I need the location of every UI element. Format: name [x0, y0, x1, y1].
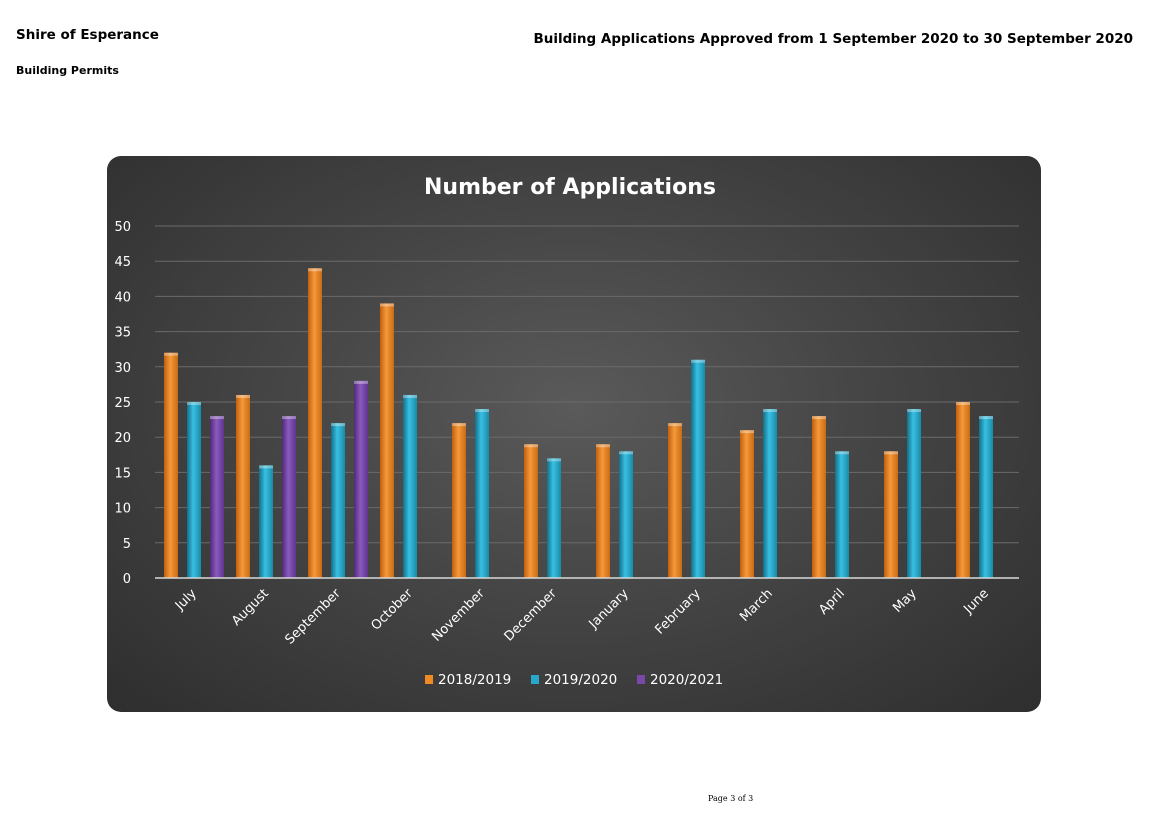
page-number: Page 3 of 3: [708, 794, 754, 803]
bar-2018-2019-february: [668, 423, 682, 578]
chart-panel: Number of Applications 0 5 10 15 20 25 30 35 40 4…: [107, 156, 1041, 712]
x-tick-label: July: [172, 586, 200, 614]
chart-title: Number of Applications: [424, 175, 716, 200]
legend-swatch: [531, 675, 539, 684]
bar-highlight: [979, 416, 993, 420]
x-tick-label: May: [890, 586, 920, 616]
bar-2018-2019-april: [812, 416, 826, 578]
bar-2019-2020-march: [763, 409, 777, 578]
bar-2018-2019-november: [452, 423, 466, 578]
section-name: Building Permits: [16, 64, 119, 77]
bar-2019-2020-january: [619, 451, 633, 578]
bar-highlight: [282, 416, 296, 420]
bar-highlight: [236, 394, 250, 398]
bar-2018-2019-september: [308, 268, 322, 578]
x-tick-label: March: [737, 586, 776, 625]
bar-2019-2020-august: [259, 465, 273, 578]
y-tick-label: 15: [114, 466, 131, 481]
bar-highlight: [403, 394, 417, 398]
bar-highlight: [187, 402, 201, 405]
bar-2020-2021-august: [282, 416, 296, 578]
bar-highlight: [812, 416, 826, 420]
bar-2019-2020-may: [907, 409, 921, 578]
bar-highlight: [354, 380, 368, 384]
bar-highlight: [884, 451, 898, 455]
bar-2018-2019-december: [524, 444, 538, 578]
bar-highlight: [619, 451, 633, 455]
bar-highlight: [740, 430, 754, 434]
bar-2020-2021-september: [354, 380, 368, 578]
y-tick-label: 25: [114, 396, 131, 411]
bar-highlight: [308, 268, 322, 272]
y-tick-label: 50: [114, 220, 131, 235]
bar-2018-2019-june: [956, 402, 970, 578]
bar-2019-2020-november: [475, 409, 489, 578]
bar-highlight: [259, 465, 273, 469]
x-tick-label: June: [960, 586, 991, 617]
x-tick-label: November: [429, 586, 488, 645]
bar-highlight: [547, 458, 561, 462]
bar-highlight: [475, 409, 489, 413]
y-tick-label: 5: [123, 537, 131, 552]
bar-highlight: [452, 423, 466, 427]
report-title: Building Applications Approved from 1 Se…: [533, 31, 1133, 47]
bar-highlight: [835, 451, 849, 455]
bar-highlight: [907, 409, 921, 413]
bar-2019-2020-december: [547, 458, 561, 578]
legend-swatch: [637, 675, 645, 684]
bar-2018-2019-july: [164, 352, 178, 578]
x-tick-label: December: [502, 586, 561, 645]
x-tick-label: September: [282, 586, 344, 648]
y-tick-label: 45: [114, 255, 131, 270]
bar-highlight: [596, 444, 610, 448]
x-tick-label: February: [652, 586, 704, 638]
bar-highlight: [956, 402, 970, 405]
bar-highlight: [668, 423, 682, 427]
bar-2018-2019-march: [740, 430, 754, 578]
x-tick-label: August: [229, 586, 272, 629]
y-tick-label: 0: [123, 572, 131, 587]
bar-highlight: [691, 359, 705, 363]
legend-label: 2018/2019: [438, 672, 511, 688]
bar-2019-2020-october: [403, 394, 417, 578]
bar-highlight: [210, 416, 224, 420]
bar-2020-2021-july: [210, 416, 224, 578]
legend-swatch: [425, 675, 433, 684]
bar-2019-2020-april: [835, 451, 849, 578]
y-tick-label: 30: [114, 361, 131, 376]
x-tick-label: April: [816, 586, 848, 618]
bar-2018-2019-october: [380, 303, 394, 578]
bar-highlight: [524, 444, 538, 448]
organisation-name: Shire of Esperance: [16, 27, 159, 43]
applications-chart: Number of Applications 0 5 10 15 20 25 30 35 40 4…: [114, 175, 1019, 688]
bar-2019-2020-july: [187, 402, 201, 578]
legend-label: 2019/2020: [544, 672, 617, 688]
bar-2018-2019-january: [596, 444, 610, 578]
bar-highlight: [380, 303, 394, 307]
x-tick-label: October: [368, 586, 416, 634]
bar-2019-2020-june: [979, 416, 993, 578]
y-tick-label: 10: [114, 502, 131, 517]
bar-highlight: [331, 423, 345, 427]
x-tick-label: January: [586, 586, 632, 632]
legend-label: 2020/2021: [650, 672, 723, 688]
y-tick-label: 20: [114, 431, 131, 446]
bar-2018-2019-august: [236, 394, 250, 578]
y-tick-label: 35: [114, 326, 131, 341]
bar-2019-2020-february: [691, 359, 705, 578]
bar-2018-2019-may: [884, 451, 898, 578]
bar-highlight: [164, 352, 178, 356]
bar-highlight: [763, 409, 777, 413]
bar-2019-2020-september: [331, 423, 345, 578]
y-tick-label: 40: [114, 290, 131, 305]
